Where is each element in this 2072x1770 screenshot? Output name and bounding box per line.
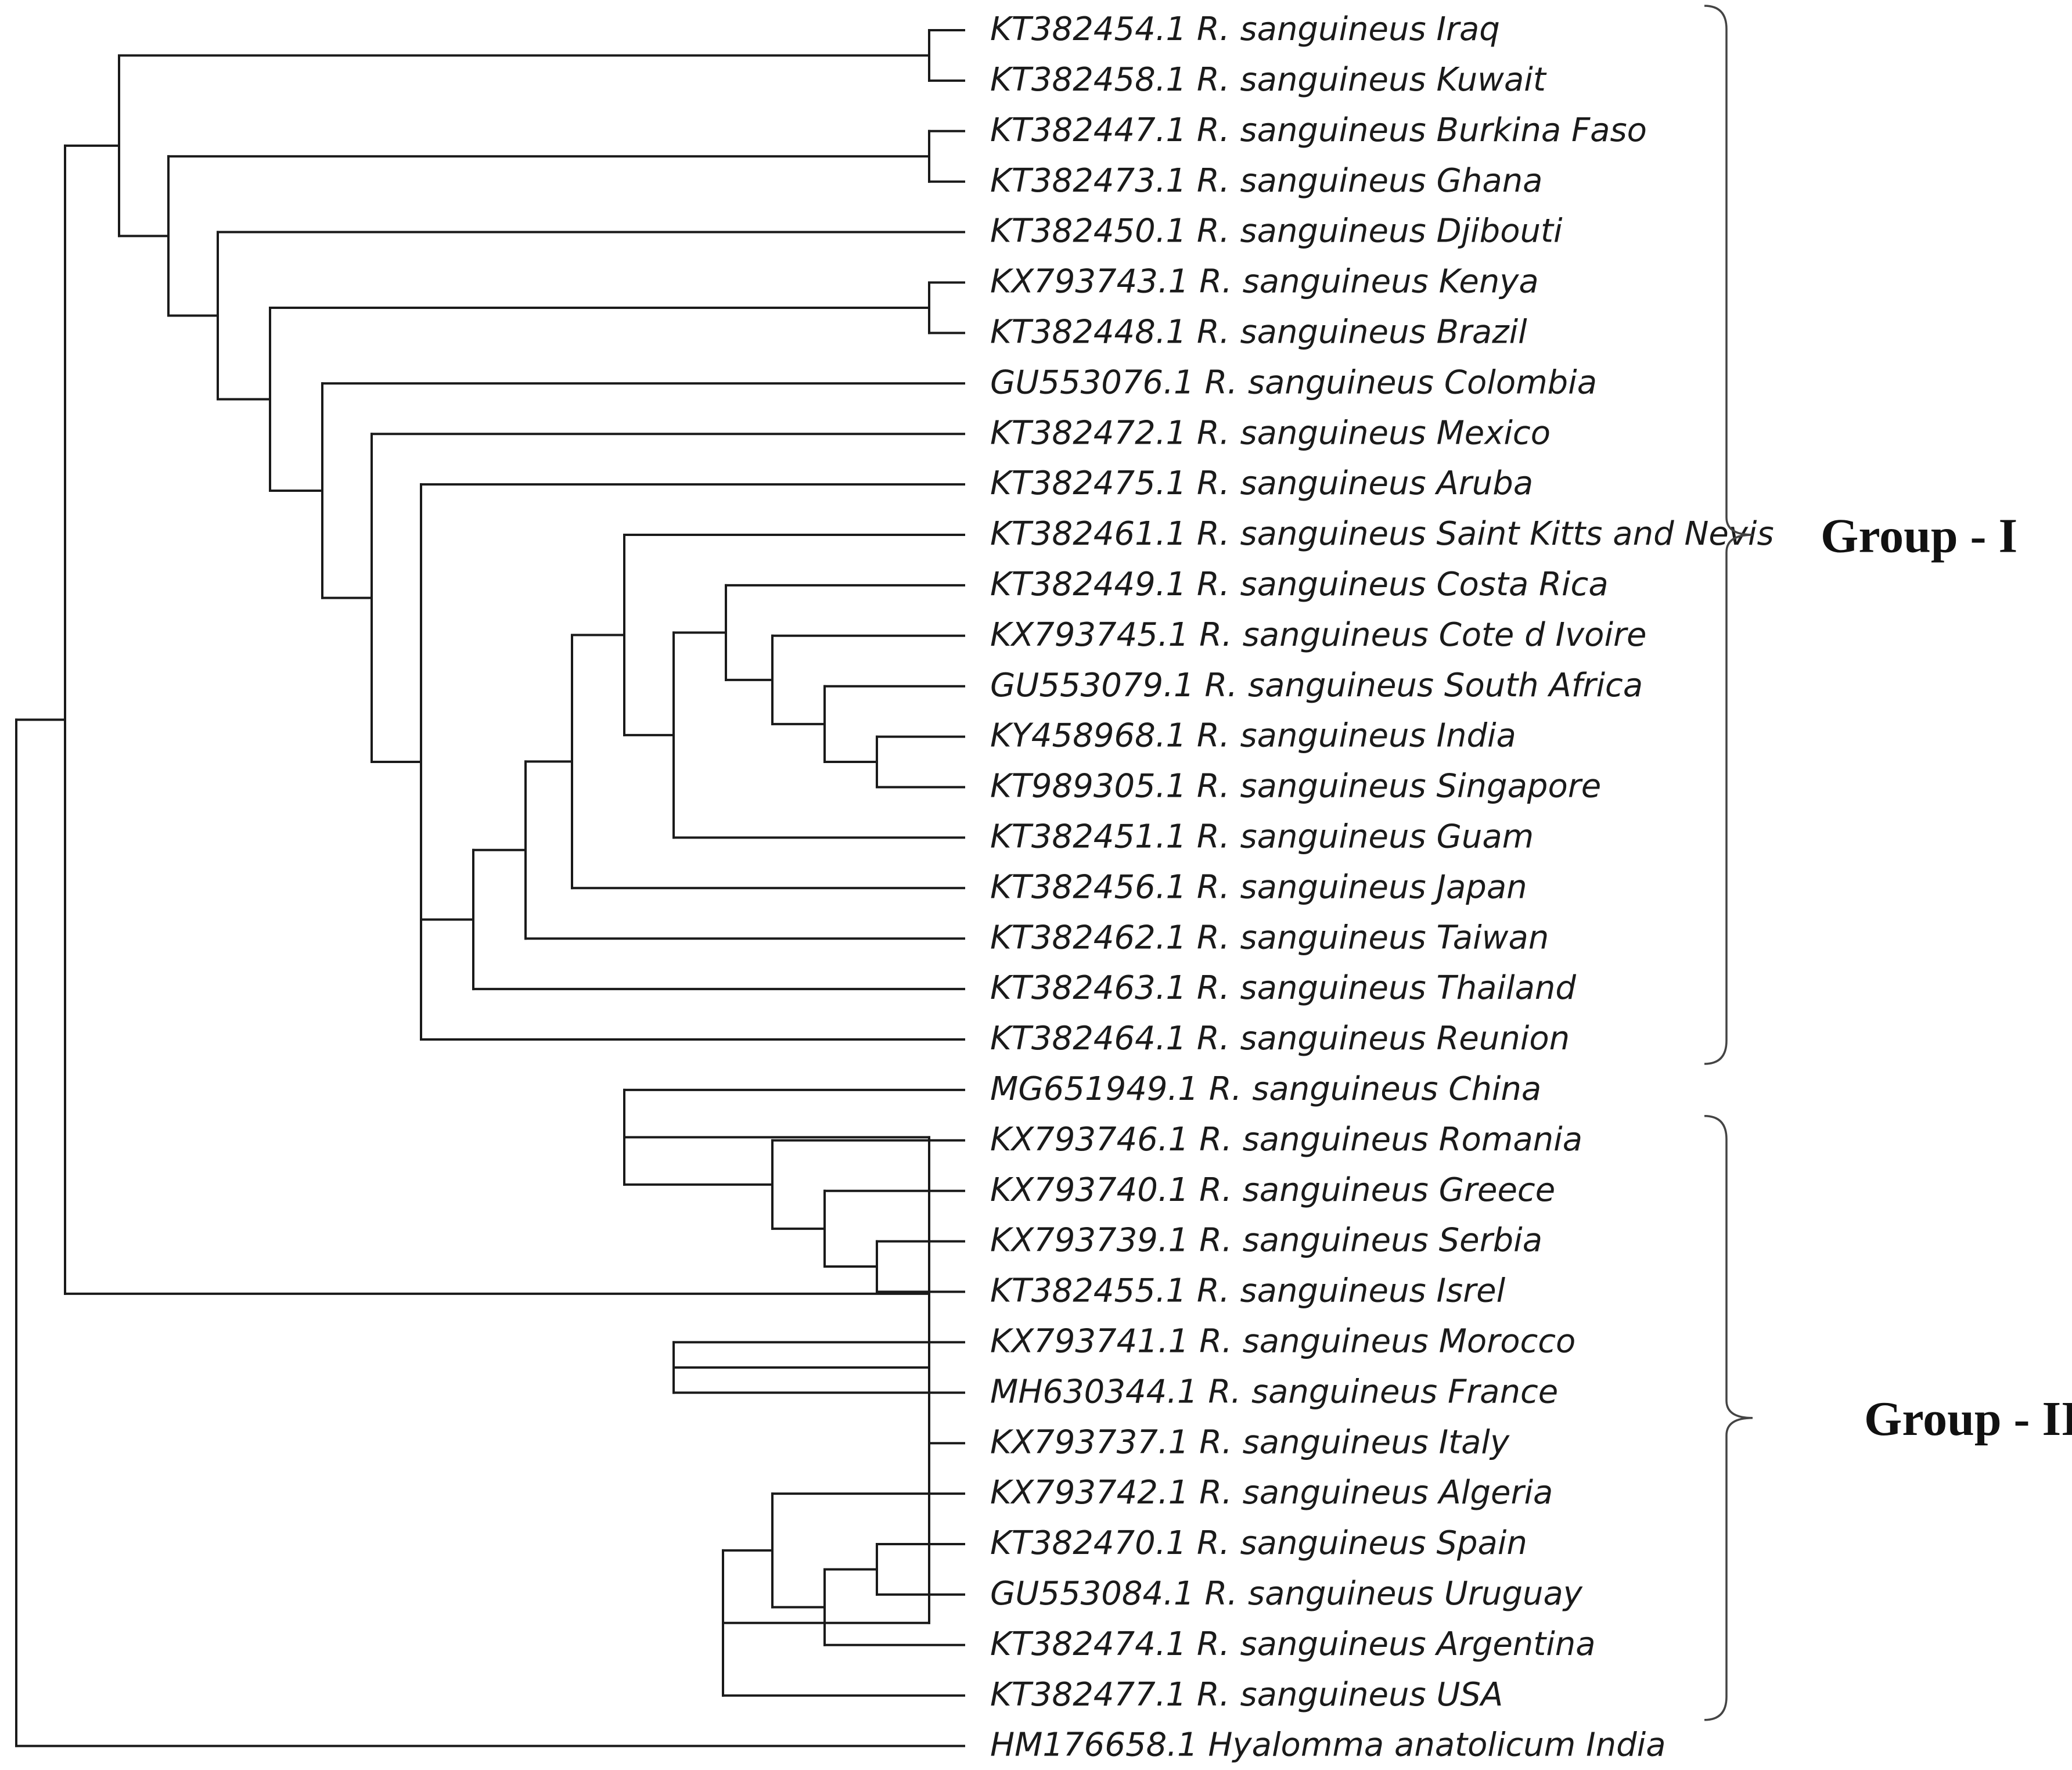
taxon-label: KX793741.1 R. sanguineus Morocco bbox=[990, 1323, 1575, 1361]
taxon-label: KT382449.1 R. sanguineus Costa Rica bbox=[990, 566, 1609, 603]
taxon-label: KX793746.1 R. sanguineus Romania bbox=[990, 1121, 1582, 1159]
group-brace bbox=[1704, 1115, 1753, 1721]
taxon-label: KT382458.1 R. sanguineus Kuwait bbox=[990, 61, 1547, 99]
taxon-label: GU553079.1 R. sanguineus South Africa bbox=[990, 667, 1643, 704]
taxon-label: KT382470.1 R. sanguineus Spain bbox=[990, 1524, 1527, 1562]
group-annotations: Group - I Group - II bbox=[1704, 5, 2072, 1721]
taxon-label: KT382474.1 R. sanguineus Argentina bbox=[990, 1625, 1596, 1663]
taxon-label: KT382477.1 R. sanguineus USA bbox=[990, 1676, 1503, 1714]
group-brace bbox=[1704, 5, 1753, 1065]
taxon-label: KT382447.1 R. sanguineus Burkina Faso bbox=[990, 111, 1647, 149]
taxon-label: GU553076.1 R. sanguineus Colombia bbox=[990, 364, 1597, 401]
taxon-label: GU553084.1 R. sanguineus Uruguay bbox=[990, 1575, 1583, 1613]
taxon-label: KX793743.1 R. sanguineus Kenya bbox=[990, 263, 1539, 301]
taxon-label: KT382473.1 R. sanguineus Ghana bbox=[990, 162, 1542, 200]
taxon-labels: KT382454.1 R. sanguineus Iraq KT382458.1 … bbox=[990, 10, 1774, 1764]
taxon-label: KT382451.1 R. sanguineus Guam bbox=[990, 818, 1534, 856]
group-label: Group - I bbox=[1821, 509, 2017, 563]
taxon-label: KT382475.1 R. sanguineus Aruba bbox=[990, 465, 1533, 502]
taxon-label: KT382463.1 R. sanguineus Thailand bbox=[990, 969, 1576, 1007]
tree-branches bbox=[15, 29, 965, 1747]
taxon-label: MH630344.1 R. sanguineus France bbox=[990, 1373, 1558, 1411]
taxon-label: KT382455.1 R. sanguineus Isrel bbox=[990, 1272, 1506, 1310]
taxon-label: KT382472.1 R. sanguineus Mexico bbox=[990, 414, 1551, 452]
taxon-label: KX793742.1 R. sanguineus Algeria bbox=[990, 1474, 1553, 1512]
taxon-label: KT382462.1 R. sanguineus Taiwan bbox=[990, 919, 1549, 956]
taxon-label: KT382450.1 R. sanguineus Djibouti bbox=[990, 213, 1563, 250]
taxon-label: KX793740.1 R. sanguineus Greece bbox=[990, 1171, 1555, 1209]
group-label: Group - II bbox=[1864, 1392, 2072, 1446]
taxon-label: KY458968.1 R. sanguineus India bbox=[990, 717, 1516, 755]
taxon-label: KX793745.1 R. sanguineus Cote d Ivoire bbox=[990, 616, 1646, 654]
taxon-label: KT382464.1 R. sanguineus Reunion bbox=[990, 1020, 1570, 1057]
taxon-label: KT382448.1 R. sanguineus Brazil bbox=[990, 314, 1527, 351]
taxon-label: MG651949.1 R. sanguineus China bbox=[990, 1070, 1541, 1108]
taxon-label: HM176658.1 Hyalomma anatolicum India bbox=[990, 1726, 1666, 1764]
taxon-label: KT989305.1 R. sanguineus Singapore bbox=[990, 768, 1601, 805]
taxon-label: KT382456.1 R. sanguineus Japan bbox=[990, 868, 1527, 906]
taxon-label: KT382454.1 R. sanguineus Iraq bbox=[990, 10, 1500, 48]
taxon-label: KX793739.1 R. sanguineus Serbia bbox=[990, 1222, 1542, 1260]
taxon-label: KT382461.1 R. sanguineus Saint Kitts and… bbox=[990, 515, 1774, 553]
taxon-label: KX793737.1 R. sanguineus Italy bbox=[990, 1423, 1510, 1461]
